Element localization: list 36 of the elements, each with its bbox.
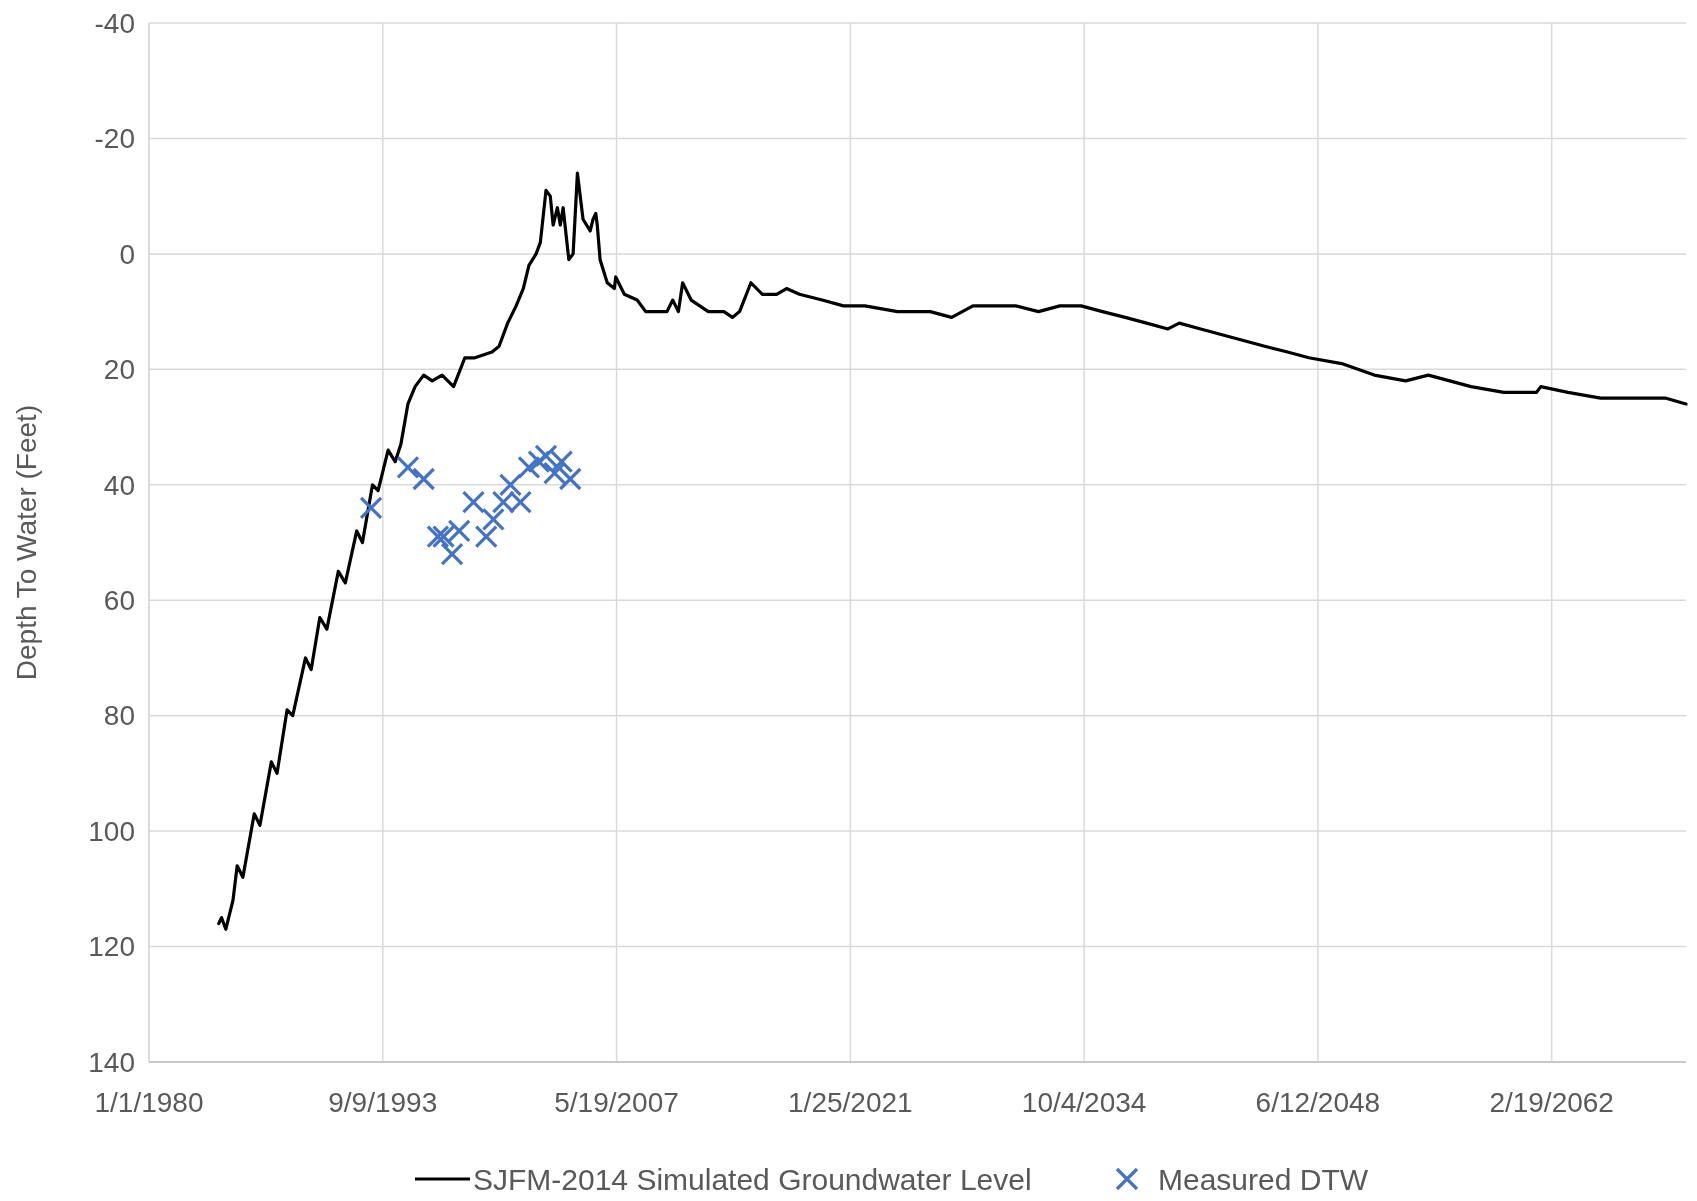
y-tick-label: -20: [94, 123, 135, 155]
y-axis-title: Depth To Water (Feet): [11, 404, 42, 681]
x-tick-label: 10/4/2034: [1021, 1087, 1147, 1118]
x-tick-label: 9/9/1993: [328, 1087, 438, 1118]
x-tick-label: 2/19/2062: [1489, 1087, 1614, 1118]
x-tick-label: 1/1/1980: [94, 1087, 204, 1118]
y-tick-label: 60: [103, 585, 135, 617]
y-tick-label: 140: [88, 1046, 135, 1078]
y-tick-label: 0: [119, 238, 135, 270]
point: [440, 542, 464, 566]
point: [517, 455, 541, 480]
y-tick-label: 40: [103, 469, 135, 501]
point: [461, 490, 486, 514]
y-tick-label: 100: [88, 815, 135, 847]
point: [474, 525, 498, 549]
point: [534, 444, 558, 468]
point: [481, 507, 505, 532]
point: [396, 455, 420, 480]
y-tick-label: -40: [94, 7, 135, 39]
x-tick-label: 1/25/2021: [788, 1087, 913, 1118]
y-tick-label: 120: [88, 931, 135, 963]
point: [542, 461, 567, 485]
point: [426, 525, 450, 549]
y-tick-label: 80: [103, 700, 135, 732]
point: [447, 519, 471, 543]
legend-label: SJFM-2014 Simulated Groundwater Level: [473, 1162, 1032, 1196]
line-series: [217, 171, 1688, 931]
point: [431, 525, 456, 549]
x-tick-label: 5/19/2007: [554, 1087, 679, 1118]
x-tick-label: 6/12/2048: [1255, 1087, 1381, 1118]
point: [359, 496, 383, 520]
legend-label: Measured DTW: [1158, 1162, 1369, 1196]
point: [558, 467, 582, 491]
point: [498, 473, 523, 497]
point: [412, 467, 436, 491]
y-tick-label: 20: [103, 354, 135, 386]
